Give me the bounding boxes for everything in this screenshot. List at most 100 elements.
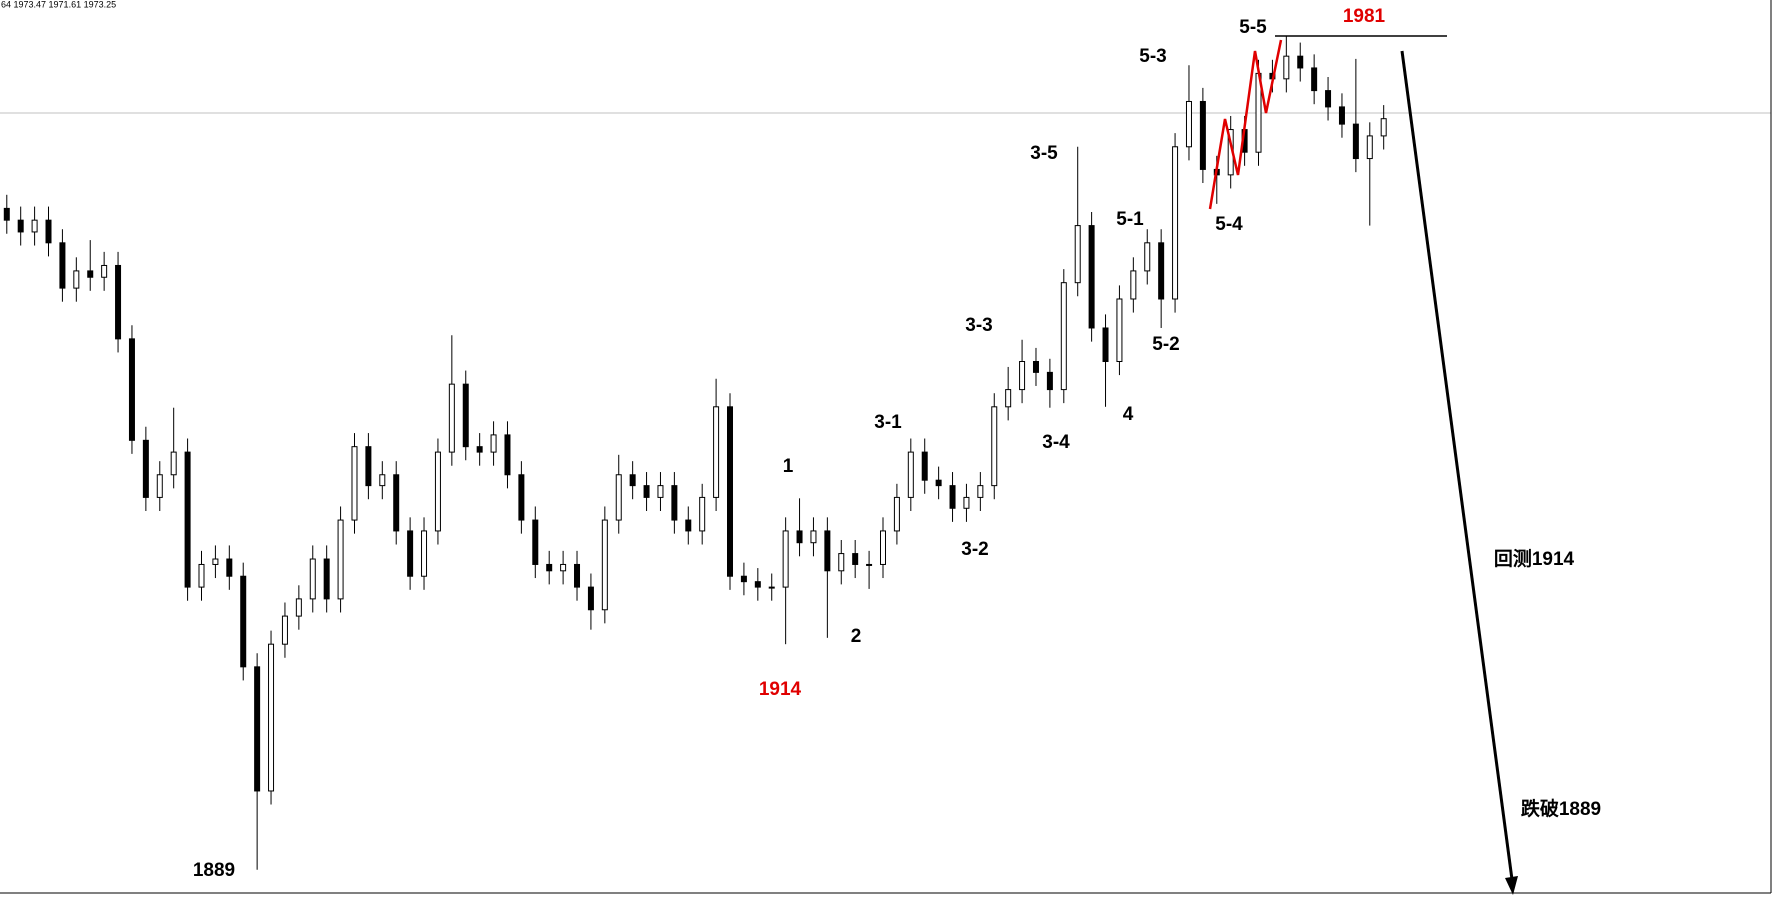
candle-body: [101, 264, 108, 278]
candle-body: [768, 586, 775, 589]
candle-body: [727, 406, 734, 577]
candle-body: [295, 598, 302, 617]
candle-body: [128, 338, 135, 441]
candle-body: [852, 553, 859, 565]
candle-body: [657, 485, 664, 498]
candle-body: [643, 485, 650, 498]
candle-body: [977, 485, 984, 498]
candle-body: [1046, 371, 1053, 391]
candle-body: [907, 451, 914, 498]
wave-label: 3-3: [965, 315, 992, 336]
wave-label: 5-3: [1139, 46, 1166, 67]
candle-body: [1185, 100, 1192, 148]
candle-body: [254, 666, 261, 792]
candle-body: [490, 434, 497, 453]
candle-body: [421, 530, 428, 577]
candle-body: [3, 207, 10, 221]
candle-body: [629, 474, 636, 487]
candle-body: [1116, 298, 1123, 363]
candle-body: [476, 446, 483, 453]
candle-body: [59, 242, 66, 289]
candle-body: [532, 519, 539, 565]
candle-body: [1074, 225, 1081, 284]
candle-body: [1144, 242, 1151, 272]
candle-body: [1297, 55, 1304, 69]
candle-body: [393, 474, 400, 532]
candle-body: [323, 558, 330, 600]
candle-body: [754, 581, 761, 588]
candle-body: [699, 496, 706, 532]
candle-body: [935, 479, 942, 487]
candle-body: [434, 451, 441, 532]
wave-label: 4: [1123, 404, 1134, 425]
candle-body: [1019, 361, 1026, 391]
wave-label: 3-2: [961, 539, 988, 560]
candle-body: [1366, 135, 1373, 160]
candle-body: [212, 558, 219, 565]
candle-body: [810, 530, 817, 544]
wave-label: 回测1914: [1494, 548, 1575, 570]
wave-label: 3-4: [1042, 432, 1070, 453]
candle-body: [45, 219, 52, 244]
candle-body: [462, 383, 469, 448]
candle-body: [921, 451, 928, 481]
candle-body: [671, 485, 678, 521]
wave-label: 5-4: [1215, 214, 1243, 235]
candle-body: [963, 496, 970, 509]
wave-label: 3-5: [1030, 143, 1058, 164]
candle-body: [685, 519, 692, 532]
candle-body: [142, 439, 149, 498]
candle-body: [1338, 106, 1345, 125]
candle-body: [991, 406, 998, 487]
candle-body: [156, 474, 163, 498]
candle-body: [782, 530, 789, 588]
candle-body: [184, 451, 191, 588]
candle-body: [240, 575, 247, 668]
candle-body: [1005, 389, 1012, 408]
candle-body: [1352, 123, 1359, 160]
candle-body: [268, 643, 275, 792]
ohlc-header: 64 1973.47 1971.61 1973.25: [1, 0, 116, 9]
candle-body: [1060, 282, 1067, 391]
wave-label: 跌破1889: [1521, 797, 1601, 820]
candle-body: [73, 270, 80, 289]
candle-body: [893, 496, 900, 532]
candle-body: [574, 563, 581, 588]
candle-body: [17, 219, 24, 233]
candle-body: [546, 563, 553, 572]
candle-body: [949, 485, 956, 509]
candle-body: [740, 575, 747, 583]
candle-body: [713, 406, 720, 498]
annotations: 1889 1914 1 2 3-1 3-2 3-3 3-4 3-5 4 5-1 5-2 5-3 5-4 5-…: [193, 6, 1601, 881]
candle-body: [407, 530, 414, 577]
forecast-arrow: [1400, 50, 1515, 888]
candles: [3, 36, 1387, 870]
wave-zigzag: [1208, 39, 1283, 210]
candle-body: [866, 563, 873, 566]
candle-body: [87, 270, 94, 278]
candle-body: [31, 219, 38, 233]
wave-label: 5-2: [1152, 334, 1179, 355]
candle-body: [560, 563, 567, 572]
wave-label: 3-1: [874, 412, 902, 433]
candle-body: [1158, 242, 1165, 300]
candle-body: [1102, 327, 1109, 363]
candle-body: [1380, 118, 1387, 137]
wave-label: 5-5: [1239, 17, 1267, 38]
wave-label: 1: [783, 456, 794, 477]
candle-body: [198, 563, 205, 588]
candle-body: [365, 446, 372, 487]
candle-body: [226, 558, 233, 577]
candle-body: [1311, 67, 1318, 92]
candle-body: [1199, 100, 1206, 170]
candle-body: [115, 264, 122, 340]
candle-body: [838, 553, 845, 572]
candle-body: [1088, 225, 1095, 329]
candle-body: [615, 474, 622, 521]
candle-body: [824, 530, 831, 572]
wave-label: 1889: [193, 860, 235, 881]
candle-body: [1325, 90, 1332, 108]
